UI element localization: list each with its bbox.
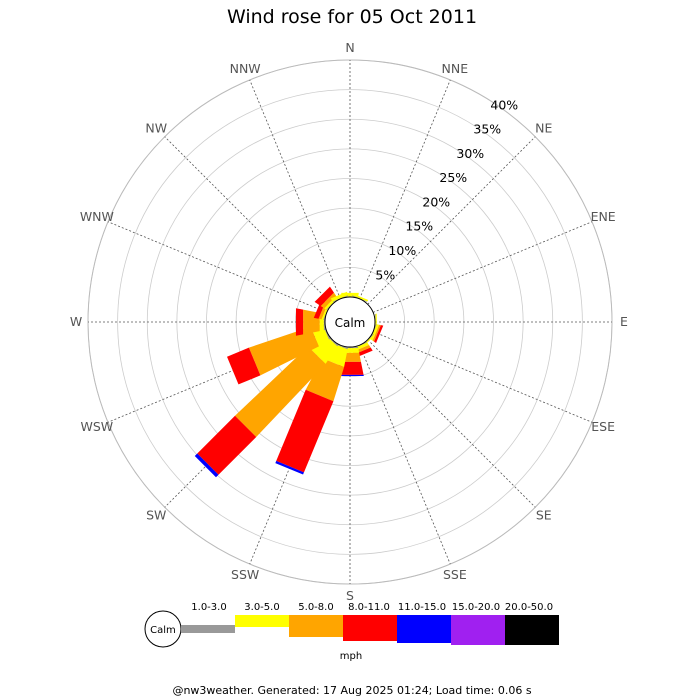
legend-label: 8.0-11.0 bbox=[348, 602, 390, 613]
direction-label: NNW bbox=[230, 61, 261, 76]
wind-bar-segment bbox=[275, 460, 304, 475]
calm-circle: Calm bbox=[324, 296, 376, 348]
legend-label: 15.0-20.0 bbox=[452, 602, 500, 613]
wind-bar-segment bbox=[248, 326, 319, 376]
wind-bar-segment bbox=[330, 291, 348, 302]
spoke-line bbox=[359, 344, 451, 565]
spoke-line bbox=[164, 339, 333, 508]
direction-label: W bbox=[70, 314, 82, 329]
wind-bars bbox=[194, 286, 384, 478]
grid-ring bbox=[206, 178, 494, 466]
wind-bar-segment bbox=[336, 374, 364, 377]
chart-title: Wind rose for 05 Oct 2011 bbox=[227, 6, 477, 28]
ring-label: 5% bbox=[375, 267, 395, 282]
spoke-line bbox=[367, 136, 536, 305]
legend-label: 3.0-5.0 bbox=[244, 602, 279, 613]
legend-label: 20.0-50.0 bbox=[505, 602, 553, 613]
calm-label: Calm bbox=[335, 316, 366, 330]
direction-label: SE bbox=[536, 508, 552, 523]
speed-legend: Calm 1.0-3.0 3.0-5.0 5.0-8.0 8.0-11.0 11.0-15… bbox=[144, 602, 559, 648]
legend-label: 11.0-15.0 bbox=[398, 602, 446, 613]
direction-label: SSE bbox=[443, 567, 467, 582]
grid-ring bbox=[265, 237, 435, 407]
direction-label: E bbox=[620, 314, 628, 329]
direction-label: S bbox=[346, 588, 354, 603]
direction-label: SW bbox=[146, 508, 166, 523]
direction-label: WSW bbox=[81, 419, 114, 434]
footer-text: @nw3weather. Generated: 17 Aug 2025 01:2… bbox=[172, 684, 531, 697]
legend-swatch bbox=[505, 615, 559, 645]
spoke-line bbox=[359, 79, 451, 300]
spoke-line bbox=[107, 221, 328, 313]
wind-bar-segment bbox=[276, 389, 334, 473]
spoke-line bbox=[164, 136, 333, 305]
direction-label: ENE bbox=[591, 209, 616, 224]
legend-swatch bbox=[451, 615, 505, 645]
ring-labels: 5% 10% 15% 20% 25% 30% 35% 40% bbox=[375, 97, 518, 282]
direction-label: NW bbox=[145, 120, 167, 135]
spoke-line bbox=[107, 331, 328, 423]
legend-label: 1.0-3.0 bbox=[191, 602, 226, 613]
spoke-line bbox=[249, 344, 341, 565]
legend-unit: mph bbox=[340, 651, 362, 662]
wind-bar-segment bbox=[320, 292, 337, 309]
wind-bar-segment bbox=[197, 415, 257, 475]
legend-swatch bbox=[343, 615, 397, 641]
legend-swatch bbox=[181, 625, 235, 633]
ring-label: 10% bbox=[388, 243, 416, 258]
wind-bar-segment bbox=[372, 324, 381, 342]
ring-label: 40% bbox=[490, 97, 518, 112]
spoke-line bbox=[249, 79, 341, 300]
wind-bar-segment bbox=[352, 293, 369, 302]
legend-calm-label: Calm bbox=[150, 625, 176, 636]
spoke-line bbox=[372, 221, 593, 313]
direction-label: WNW bbox=[80, 209, 114, 224]
ring-label: 35% bbox=[473, 122, 501, 137]
wind-bar-segment bbox=[374, 325, 384, 343]
legend-swatch bbox=[235, 615, 289, 627]
wind-bar-segment bbox=[194, 453, 219, 478]
ring-label: 15% bbox=[405, 219, 433, 234]
direction-label: N bbox=[345, 40, 354, 55]
direction-label: NE bbox=[535, 120, 552, 135]
legend-swatch bbox=[289, 615, 343, 637]
direction-labels: N NNE NE ENE E ESE SE SSE S SSW SW WSW W WNW NW NNW bbox=[70, 40, 628, 603]
grid-ring bbox=[117, 89, 583, 555]
legend-label: 5.0-8.0 bbox=[298, 602, 333, 613]
polar-grid bbox=[87, 59, 613, 585]
spoke-line bbox=[372, 331, 593, 423]
calm-circle-shape bbox=[324, 296, 376, 348]
legend-swatch bbox=[397, 615, 451, 643]
spoke-line bbox=[367, 339, 536, 508]
direction-label: NNE bbox=[442, 61, 469, 76]
wind-bar-segment bbox=[227, 347, 261, 385]
direction-label: ESE bbox=[591, 419, 615, 434]
wind-bar-segment bbox=[314, 286, 334, 306]
ring-label: 20% bbox=[422, 194, 450, 209]
ring-label: 30% bbox=[456, 146, 484, 161]
direction-label: SSW bbox=[231, 567, 259, 582]
wind-bar-segment bbox=[234, 346, 326, 438]
wind-bar-segment bbox=[305, 358, 345, 402]
ring-label: 25% bbox=[439, 170, 467, 185]
wind-bar-segment bbox=[295, 308, 304, 336]
